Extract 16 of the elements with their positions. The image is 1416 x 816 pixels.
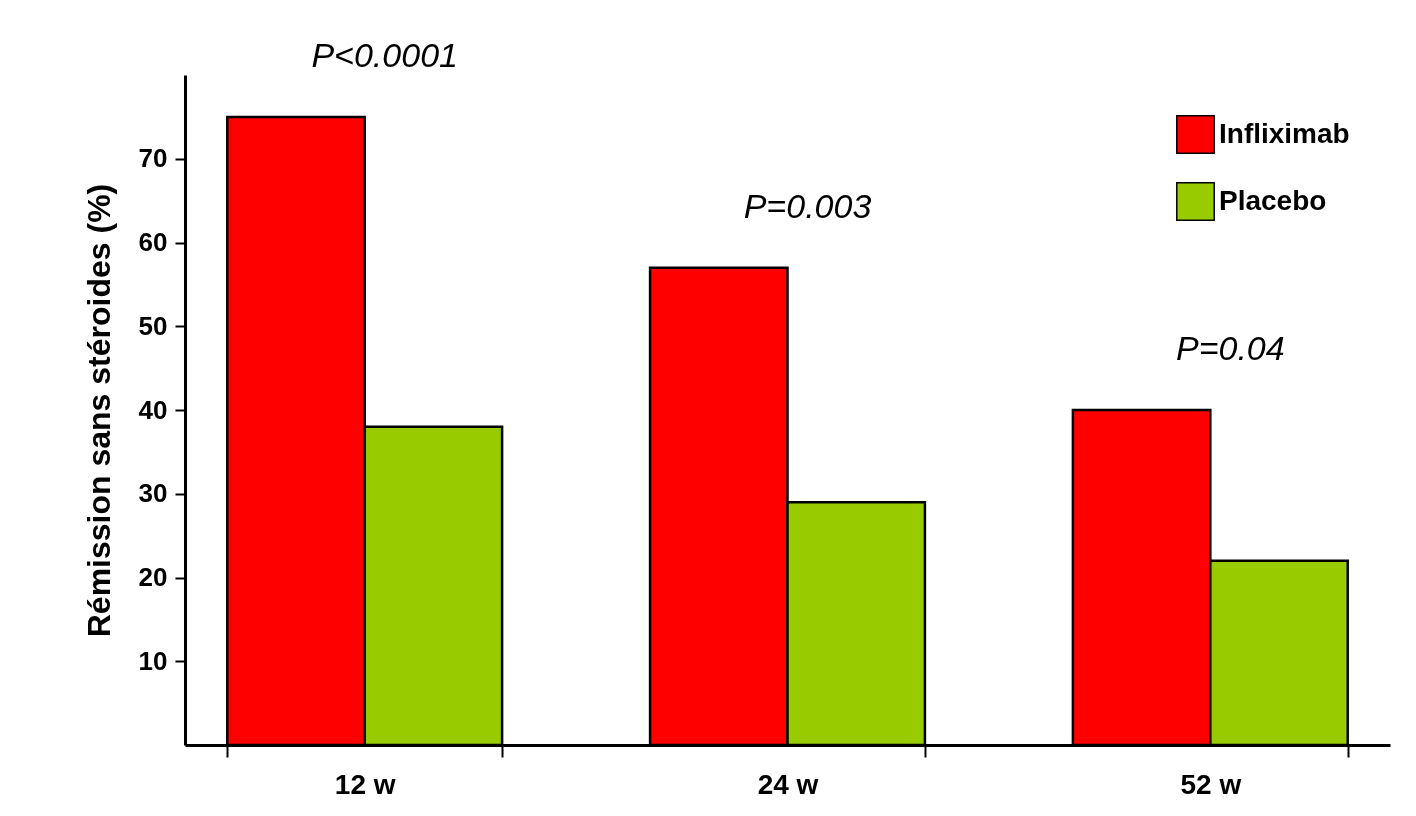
y-tick-label: 30 <box>138 478 168 509</box>
x-tick-label: 24 w <box>757 768 819 800</box>
y-tick-label: 10 <box>138 645 168 676</box>
x-tick-label: 12 w <box>334 768 396 800</box>
x-tick-label: 52 w <box>1180 768 1242 800</box>
legend-label: Placebo <box>1219 184 1327 216</box>
y-tick-label: 20 <box>138 562 168 592</box>
y-tick-label: 70 <box>138 143 168 174</box>
y-axis-title: Rémission sans stéroides (%) <box>80 183 117 638</box>
y-tick-label: 50 <box>138 310 168 341</box>
y-tick-label: 60 <box>138 227 168 257</box>
annotation: P=0.04 <box>1175 329 1285 367</box>
annotation: P=0.003 <box>743 186 872 225</box>
legend-label: Infliximab <box>1219 117 1350 149</box>
y-tick-label: 40 <box>138 394 168 425</box>
text: P<0.0001 <box>311 35 458 74</box>
